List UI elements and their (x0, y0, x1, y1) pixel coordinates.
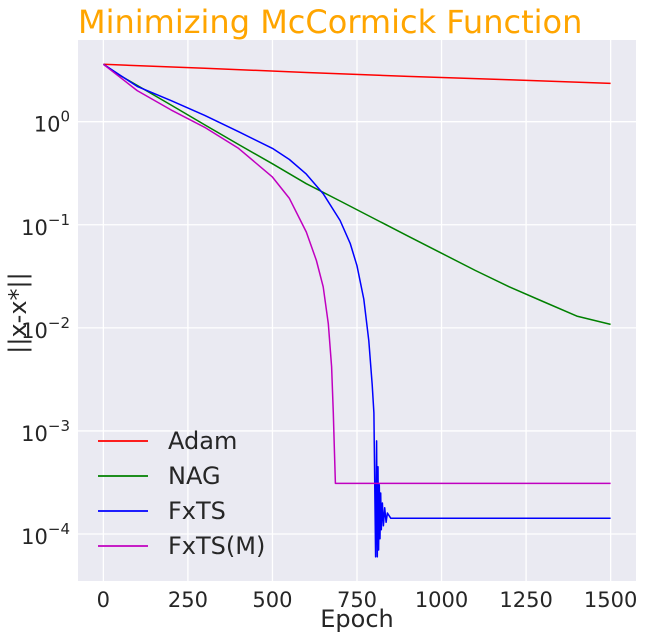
x-tick-label: 1250 (499, 588, 552, 612)
series-lines (102, 63, 611, 558)
y-axis-label: ||x-x*|| (4, 272, 32, 353)
legend: Adam NAG FxTS FxTS(M) (98, 427, 265, 560)
x-tick-label: 0 (97, 588, 110, 612)
series-line-adam (103, 63, 611, 85)
x-ticks: 0 250 500 750 1000 1250 1500 (97, 588, 638, 612)
legend-label: FxTS (168, 497, 226, 525)
x-tick-label: 500 (252, 588, 292, 612)
legend-label: NAG (168, 462, 221, 490)
x-axis-label: Epoch (320, 605, 394, 633)
x-tick-label: 250 (168, 588, 208, 612)
legend-label: FxTS(M) (168, 532, 265, 560)
y-tick-label: 10−1 (21, 211, 70, 240)
x-tick-label: 1000 (415, 588, 468, 612)
y-tick-label: 10−3 (21, 417, 70, 446)
series-line-fxts (102, 63, 611, 558)
series-line-nag (102, 63, 611, 326)
legend-label: Adam (168, 427, 237, 455)
y-tick-label: 10−2 (21, 314, 70, 343)
x-tick-label: 1500 (584, 588, 637, 612)
y-tick-label: 100 (34, 108, 70, 137)
series-line-fxts-m- (102, 63, 611, 485)
y-tick-label: 10−4 (21, 520, 70, 549)
y-ticks: 10−4 10−3 10−2 10−1 100 (21, 108, 70, 549)
chart-title: Minimizing McCormick Function (78, 3, 582, 41)
grid-lines (78, 40, 636, 581)
x-tick-label: 750 (337, 588, 377, 612)
